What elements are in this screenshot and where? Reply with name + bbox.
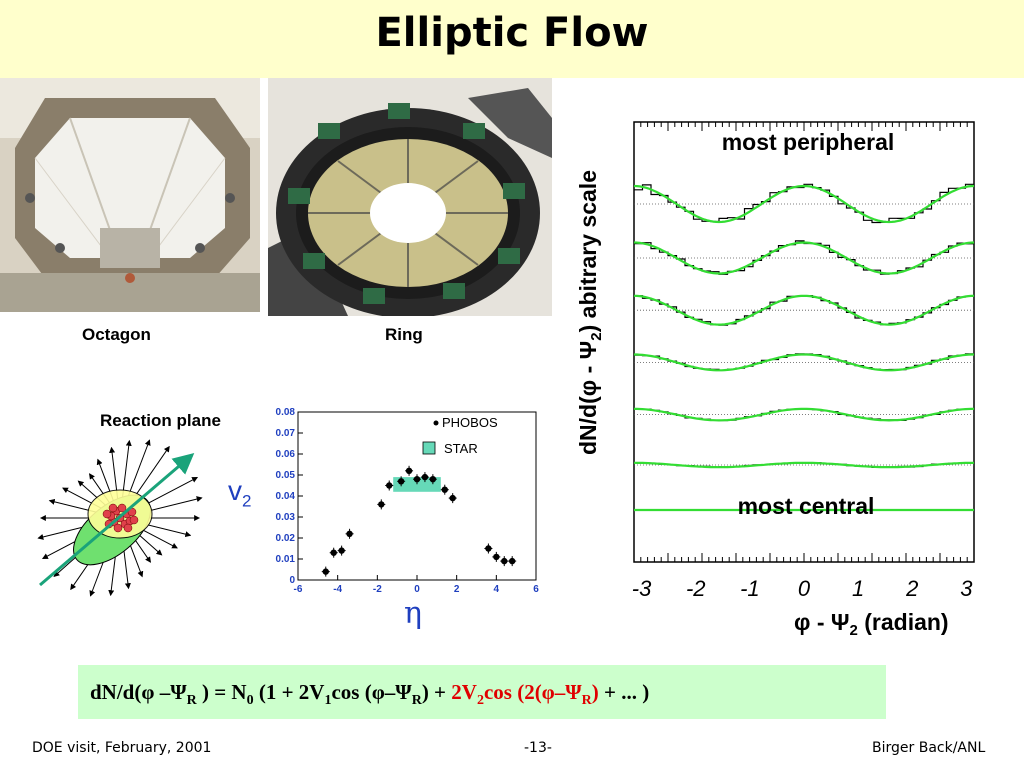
phobos-point: [330, 549, 337, 556]
reaction-plane-arrow: [39, 453, 195, 587]
footer-right: Birger Back/ANL: [872, 740, 986, 756]
v2-eta-chart: 0 0.01 0.02 0.03 0.04 0.05 0.06 0.07 0.08 -6 -4 -2 0…: [276, 407, 540, 595]
ring-photo-drawing: [268, 78, 552, 316]
phobos-point: [485, 545, 492, 552]
v2-y-tick-label: 0.05: [276, 470, 296, 481]
phobos-point: [378, 501, 385, 508]
v2-y-tick-label: 0.03: [276, 512, 296, 523]
title-band: [0, 0, 1024, 78]
phobos-point: [509, 557, 516, 565]
legend-star-swatch: [422, 441, 436, 455]
reaction-plane-label: Reaction plane: [100, 411, 221, 430]
nucleon: [102, 509, 112, 519]
v2-x-tick-label: -4: [333, 584, 342, 595]
annotation-most-peripheral: most peripheral: [722, 129, 895, 155]
v2-x-tick-label: -6: [294, 584, 303, 595]
v2-y-tick-label: 0.07: [276, 428, 296, 439]
legend-phobos-label: PHOBOS: [442, 415, 498, 430]
v2-y-tick-label: 0.06: [276, 449, 296, 460]
v2-y-tick-label: 0.04: [276, 491, 296, 502]
v2-y-tick-label: 0.01: [276, 554, 296, 565]
flow-x-tick-label: 0: [798, 576, 811, 601]
flow-y-axis-label: dN/d(φ - Ψ2) abitrary scale: [575, 170, 605, 455]
fit-curve: [633, 294, 975, 326]
flow-x-tick-label: 3: [960, 576, 973, 601]
v2-x-tick-label: 0: [414, 584, 420, 595]
flow-plot-frame: [633, 121, 975, 563]
v2-x-tick-label: 4: [494, 584, 500, 595]
flow-formula: dN/d(φ –ΨR ) = N0 (1 + 2V1cos (φ–ΨR) + 2…: [78, 665, 886, 719]
flow-x-tick-label: 2: [905, 576, 918, 601]
v2-y-tick-label: 0.08: [276, 407, 296, 418]
phobos-point: [386, 482, 393, 489]
phobos-point: [338, 547, 345, 554]
phobos-point: [501, 557, 508, 565]
ring-photo: [268, 78, 552, 316]
nucleon: [129, 515, 139, 525]
v2-x-tick-label: 2: [454, 584, 460, 595]
annotation-most-central: most central: [738, 493, 875, 519]
phobos-point: [421, 473, 429, 481]
footer-page-number: -13-: [524, 740, 552, 756]
v2-x-tick-label: 6: [533, 584, 539, 595]
legend-star-label: STAR: [444, 441, 478, 456]
legend-phobos-marker: [433, 420, 439, 426]
nucleon: [123, 523, 133, 533]
flow-x-tick-label: -3: [632, 576, 652, 601]
nucleon: [113, 523, 123, 533]
v2-y-tick-label: 0.02: [276, 533, 296, 544]
phobos-point: [493, 553, 500, 561]
flow-x-axis-label: φ - Ψ2 (radian): [794, 609, 949, 639]
footer-left: DOE visit, February, 2001: [32, 740, 212, 756]
octagon-photo-drawing: [0, 78, 260, 312]
nucleon: [117, 503, 127, 513]
phobos-point: [322, 568, 329, 575]
v2-x-tick-label: -2: [373, 584, 382, 595]
star-band: [393, 477, 441, 492]
octagon-caption: Octagon: [82, 325, 151, 344]
fit-curve: [633, 461, 975, 469]
reaction-plane-diagram: Reaction plane: [37, 411, 221, 597]
phobos-point: [397, 478, 405, 485]
eta-axis-label: η: [404, 596, 422, 631]
ring-caption: Ring: [385, 325, 423, 344]
phobos-point: [413, 476, 421, 483]
v2-axis-label: v2: [228, 475, 252, 511]
flow-x-tick-label: 1: [852, 576, 864, 601]
phobos-point: [449, 494, 456, 502]
nucleon: [108, 503, 118, 513]
v2-y-tick-label: 0: [289, 575, 295, 586]
fit-curve: [633, 184, 975, 224]
phobos-point: [429, 476, 437, 483]
dn-dphi-chart: -3 -2 -1 0 1 2 3 most peripheral most central φ -…: [575, 121, 975, 639]
slide-title: Elliptic Flow: [375, 10, 649, 56]
fit-curve: [634, 353, 974, 372]
fit-curve: [633, 407, 975, 422]
phobos-point: [346, 530, 353, 537]
phobos-point: [405, 467, 413, 474]
phobos-point: [441, 486, 448, 493]
octagon-photo: [0, 78, 260, 312]
fit-curve: [633, 241, 975, 275]
flow-x-tick-label: -2: [686, 576, 706, 601]
flow-x-tick-label: -1: [740, 576, 760, 601]
